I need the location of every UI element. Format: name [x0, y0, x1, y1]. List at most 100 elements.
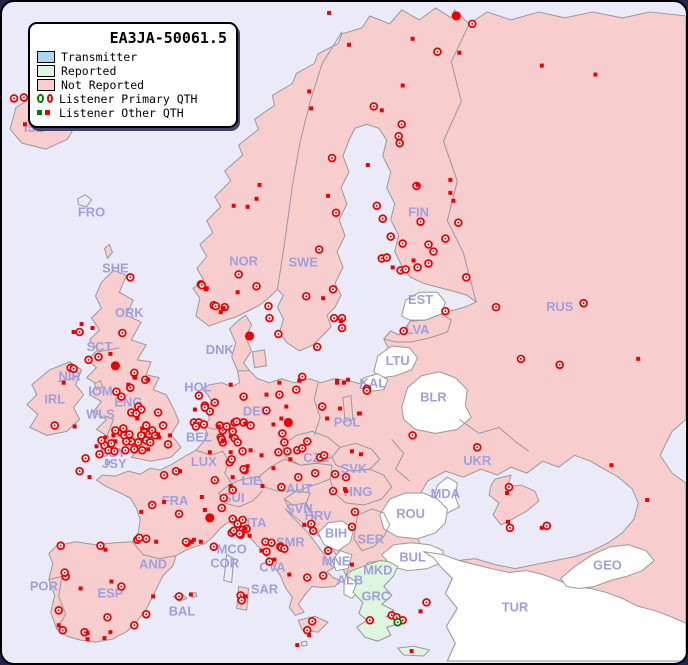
listener-other-qth-marker [259, 453, 264, 458]
country-label-pol: POL [334, 414, 361, 429]
listener-primary-qth-marker [126, 273, 135, 282]
listener-primary-qth-marker-cluster [283, 417, 293, 428]
country-estonia [401, 291, 446, 321]
listener-other-qth-marker [271, 466, 276, 471]
listener-primary-qth-marker [159, 470, 169, 480]
listener-primary-qth-marker [516, 354, 526, 364]
legend-label: Listener Other QTH [59, 105, 184, 120]
country-lithuania [373, 345, 419, 379]
listener-primary-qth-marker [301, 291, 311, 301]
listener-primary-qth-marker-cluster [451, 11, 461, 21]
listener-other-qth-marker [111, 433, 116, 438]
listener-other-qth-marker [338, 406, 343, 411]
listener-other-qth-marker [335, 378, 340, 383]
listener-other-qth-marker [357, 411, 362, 416]
listener-other-qth-marker [451, 198, 456, 203]
country-overlay-layer [317, 291, 686, 662]
country-label-rou: ROU [396, 506, 425, 521]
listener-other-qth-marker [448, 177, 453, 182]
listener-primary-qth-marker [205, 407, 215, 416]
listener-primary-qth-marker [141, 534, 151, 544]
country-label-lva: LVA [406, 322, 430, 337]
legend-label: Reported [61, 63, 117, 78]
listener-primary-qth-marker [347, 522, 357, 532]
listener-primary-qth-marker [323, 546, 333, 555]
listener-other-qth-marker [335, 380, 340, 385]
listener-primary-qth-marker [191, 422, 201, 431]
listener-primary-qth-marker [330, 469, 340, 479]
country-label-deu: DEU [243, 403, 270, 418]
island-faroe [77, 194, 93, 208]
listener-primary-qth-marker [413, 263, 422, 272]
listener-other-qth-marker [295, 643, 300, 648]
listener-other-qth-marker [198, 539, 203, 544]
listener-other-qth-marker [72, 424, 77, 429]
listener-other-qth-marker [151, 594, 156, 599]
country-latvia [383, 313, 452, 343]
listener-other-qth-marker [277, 380, 282, 385]
country-label-mda: MDA [431, 486, 460, 501]
country-label-tur: TUR [502, 599, 529, 614]
listener-other-qth-marker [349, 449, 354, 454]
listener-other-qth-marker [390, 265, 395, 270]
listener-other-qth-marker [157, 435, 162, 440]
island-ireland [26, 361, 85, 436]
listener-primary-qth-marker [129, 445, 139, 454]
listener-primary-qth-marker [163, 440, 173, 449]
country-label-geo: GEO [593, 558, 622, 573]
listener-primary-qth-marker [424, 259, 433, 268]
listener-other-qth-marker [231, 203, 236, 208]
listener-primary-qth-marker [217, 503, 227, 513]
listener-other-qth-marker [288, 457, 293, 462]
listener-primary-qth-marker [239, 392, 248, 401]
listener-primary-qth-marker [141, 610, 151, 619]
listener-other-qth-marker [506, 519, 510, 524]
listener-primary-qth-marker [147, 500, 157, 510]
listener-primary-qth-marker [69, 364, 78, 374]
listener-other-qth-marker [325, 416, 330, 421]
listener-other-qth-marker [415, 182, 420, 187]
legend-label: Transmitter [61, 49, 138, 64]
listener-primary-qth-marker [181, 537, 191, 547]
country-label-and: AND [139, 557, 167, 572]
country-georgia [560, 544, 655, 589]
listener-other-qth-marker [109, 579, 114, 584]
country-label-bal: BAL [169, 603, 196, 618]
listener-other-qth-marker [327, 10, 332, 15]
listener-other-qth-marker [202, 507, 207, 512]
listener-other-qth-marker [339, 319, 344, 324]
listener-other-qth-marker [168, 433, 173, 438]
listener-primary-qth-marker [107, 439, 116, 448]
listener-primary-qth-marker [429, 247, 438, 256]
listener-other-qth-marker [85, 637, 90, 642]
listener-primary-qth-marker-cluster [205, 513, 215, 523]
listener-other-qth-marker [79, 322, 84, 327]
country-label-dnk: DNK [206, 342, 235, 357]
listener-other-qth-marker [113, 439, 118, 444]
listener-other-qth-marker [188, 592, 193, 597]
listener-other-qth-marker [379, 108, 384, 113]
listener-primary-qth-marker [19, 93, 29, 102]
listener-primary-qth-marker [365, 615, 375, 625]
not-reported-swatch [37, 78, 55, 91]
country-label-grc: GRC [361, 588, 390, 603]
listener-primary-qth-marker [382, 253, 392, 262]
listener-primary-qth-marker [111, 426, 120, 435]
country-label-fro: FRO [78, 205, 105, 220]
listener-primary-qth-marker [222, 422, 231, 431]
listener-other-qth-marker [609, 463, 614, 468]
island-gotland [342, 395, 354, 422]
listener-other-qth-marker [228, 434, 233, 439]
listener-primary-qth-marker [399, 326, 408, 336]
listener-primary-qth-marker [542, 521, 552, 531]
listener-other-qth-marker [342, 380, 346, 385]
listener-primary-qth-marker [145, 438, 155, 447]
listener-primary-qth-marker-cluster [244, 331, 255, 341]
listener-primary-qth-marker [137, 446, 147, 455]
listener-other-qth-marker [108, 351, 113, 356]
country-label-esp: ESP [97, 585, 123, 600]
listener-primary-qth-marker [200, 403, 210, 412]
listener-other-qth-marker [307, 633, 312, 638]
green-ring-icon [37, 94, 44, 103]
listener-other-qth-marker [71, 330, 76, 334]
